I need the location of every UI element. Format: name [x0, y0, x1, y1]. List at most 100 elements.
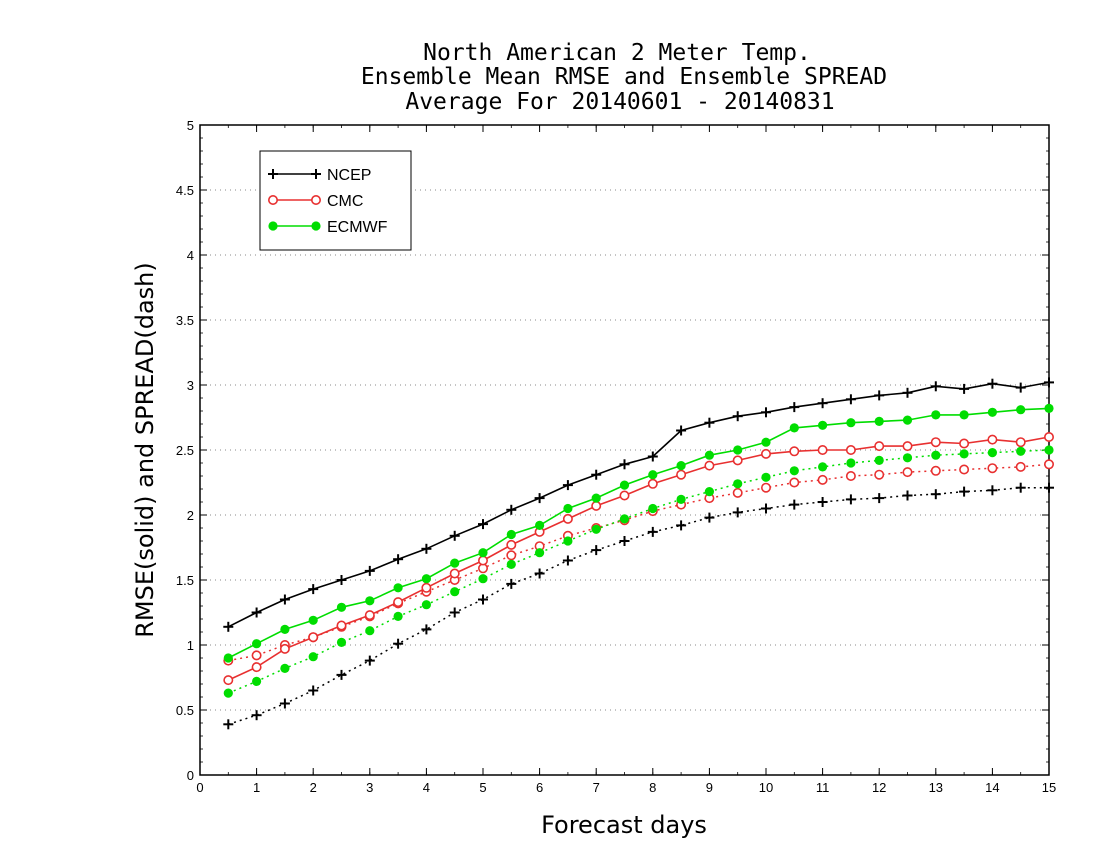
- ncep-spread-point: [732, 507, 743, 518]
- cmc-rmse-point: [760, 448, 771, 459]
- cmc-rmse-point: [987, 434, 998, 445]
- ncep-spread-point: [336, 669, 347, 680]
- ncep-rmse-line: [227, 381, 1050, 628]
- ecmwf-rmse-point: [591, 493, 601, 503]
- ecmwf-rmse-point: [308, 615, 318, 625]
- ncep-rmse-point: [591, 469, 602, 480]
- y-tick-label: 0.5: [176, 703, 194, 718]
- ncep-rmse-point: [732, 411, 743, 422]
- chart-title: North American 2 Meter Temp. Ensemble Me…: [361, 40, 887, 115]
- y-tick-label: 5: [187, 118, 194, 133]
- cmc-rmse-point: [421, 582, 432, 593]
- ncep-spread-point: [393, 638, 404, 649]
- ncep-rmse-point: [279, 594, 290, 605]
- ncep-rmse-point: [902, 387, 913, 398]
- ecmwf-spread-point: [619, 514, 630, 524]
- ncep-spread-point: [987, 485, 998, 496]
- ncep-spread-point: [279, 698, 290, 709]
- ncep-spread-point: [562, 555, 573, 566]
- ncep-rmse-point: [534, 493, 545, 504]
- ncep-rmse-point: [987, 378, 998, 389]
- cmc-rmse-point: [732, 455, 743, 466]
- ecmwf-spread-point: [761, 472, 771, 482]
- legend-marker-ecmwf: [268, 221, 278, 231]
- legend-label-ncep: NCEP: [327, 167, 371, 184]
- x-tick-label: 12: [872, 780, 886, 795]
- y-tick-label: 2: [187, 508, 194, 523]
- cmc-spread-point: [987, 463, 998, 474]
- ncep-spread-point: [1044, 482, 1054, 493]
- ncep-rmse-point: [817, 398, 828, 409]
- cmc-rmse-point: [1044, 431, 1055, 442]
- ncep-spread-point: [817, 497, 828, 507]
- cmc-rmse-point: [364, 610, 375, 621]
- ecmwf-rmse-line: [227, 407, 1050, 659]
- ncep-rmse-point: [336, 575, 347, 585]
- ncep-rmse-point: [845, 394, 856, 405]
- ecmwf-rmse-point: [733, 445, 743, 455]
- ncep-rmse-point: [789, 402, 800, 413]
- cmc-spread-point: [930, 465, 941, 476]
- ecmwf-spread-point: [535, 548, 545, 558]
- ncep-spread-point: [676, 520, 687, 531]
- ecmwf-spread-point: [252, 676, 262, 687]
- cmc-rmse-point: [845, 444, 856, 455]
- title-line-2: Ensemble Mean RMSE and Ensemble SPREAD: [361, 64, 887, 90]
- ecmwf-rmse-point: [563, 503, 573, 514]
- y-tick-label: 2.5: [176, 443, 194, 458]
- ncep-rmse-point: [251, 607, 262, 618]
- ecmwf-spread-point: [846, 458, 856, 468]
- legend: NCEP CMC ECMWF: [259, 150, 412, 251]
- ecmwf-rmse-point: [223, 653, 233, 663]
- ncep-rmse-point: [421, 543, 432, 554]
- cmc-rmse-point: [676, 469, 687, 480]
- ncep-rmse-point: [647, 451, 658, 462]
- ncep-spread-point: [223, 719, 234, 730]
- ncep-spread-point: [902, 490, 913, 501]
- ecmwf-spread-point: [1044, 445, 1054, 455]
- ncep-spread-point: [506, 578, 517, 589]
- x-tick-label: 6: [536, 780, 543, 795]
- ecmwf-spread-point: [902, 453, 913, 463]
- y-tick-label: 4: [187, 248, 194, 263]
- ecmwf-rmse-point: [619, 480, 630, 490]
- cmc-rmse-point: [619, 490, 630, 501]
- ecmwf-spread-point: [478, 574, 488, 584]
- cmc-rmse-point: [902, 441, 913, 452]
- ncep-rmse-point: [1044, 377, 1054, 388]
- cmc-spread-point: [959, 464, 970, 475]
- ecmwf-spread-point: [308, 652, 318, 662]
- x-tick-label: 2: [310, 780, 317, 795]
- ncep-spread-point: [591, 545, 602, 556]
- cmc-spread-point: [1044, 459, 1055, 470]
- ncep-spread-point: [478, 594, 488, 605]
- ncep-spread-point: [534, 568, 545, 579]
- ecmwf-rmse-point: [676, 461, 686, 471]
- ncep-spread-point: [789, 499, 800, 510]
- ncep-rmse-point: [364, 565, 375, 576]
- cmc-rmse-point: [477, 555, 488, 566]
- ecmwf-spread-point: [393, 611, 403, 622]
- cmc-rmse-point: [591, 500, 602, 511]
- ncep-spread-point: [761, 503, 771, 514]
- ncep-rmse-point: [761, 407, 771, 418]
- ncep-spread-line: [228, 486, 1049, 726]
- cmc-rmse-point: [223, 675, 234, 686]
- ecmwf-spread-point: [874, 455, 884, 465]
- ecmwf-rmse-point: [931, 410, 941, 420]
- ncep-spread-point: [959, 486, 970, 497]
- x-tick-label: 11: [816, 780, 830, 795]
- ecmwf-spread-point: [421, 600, 431, 610]
- ncep-rmse-point: [1015, 382, 1026, 393]
- x-tick-label: 1: [253, 780, 260, 795]
- ecmwf-spread-line: [228, 449, 1050, 694]
- ncep-rmse-point: [562, 480, 573, 491]
- cmc-rmse-point: [393, 597, 404, 608]
- legend-marker-cmc: [267, 195, 278, 206]
- cmc-spread-point: [506, 550, 517, 561]
- legend-label-cmc: CMC: [327, 193, 363, 210]
- ncep-rmse-point: [676, 425, 687, 436]
- ncep-rmse-point: [223, 621, 234, 632]
- title-line-1: North American 2 Meter Temp.: [423, 40, 811, 66]
